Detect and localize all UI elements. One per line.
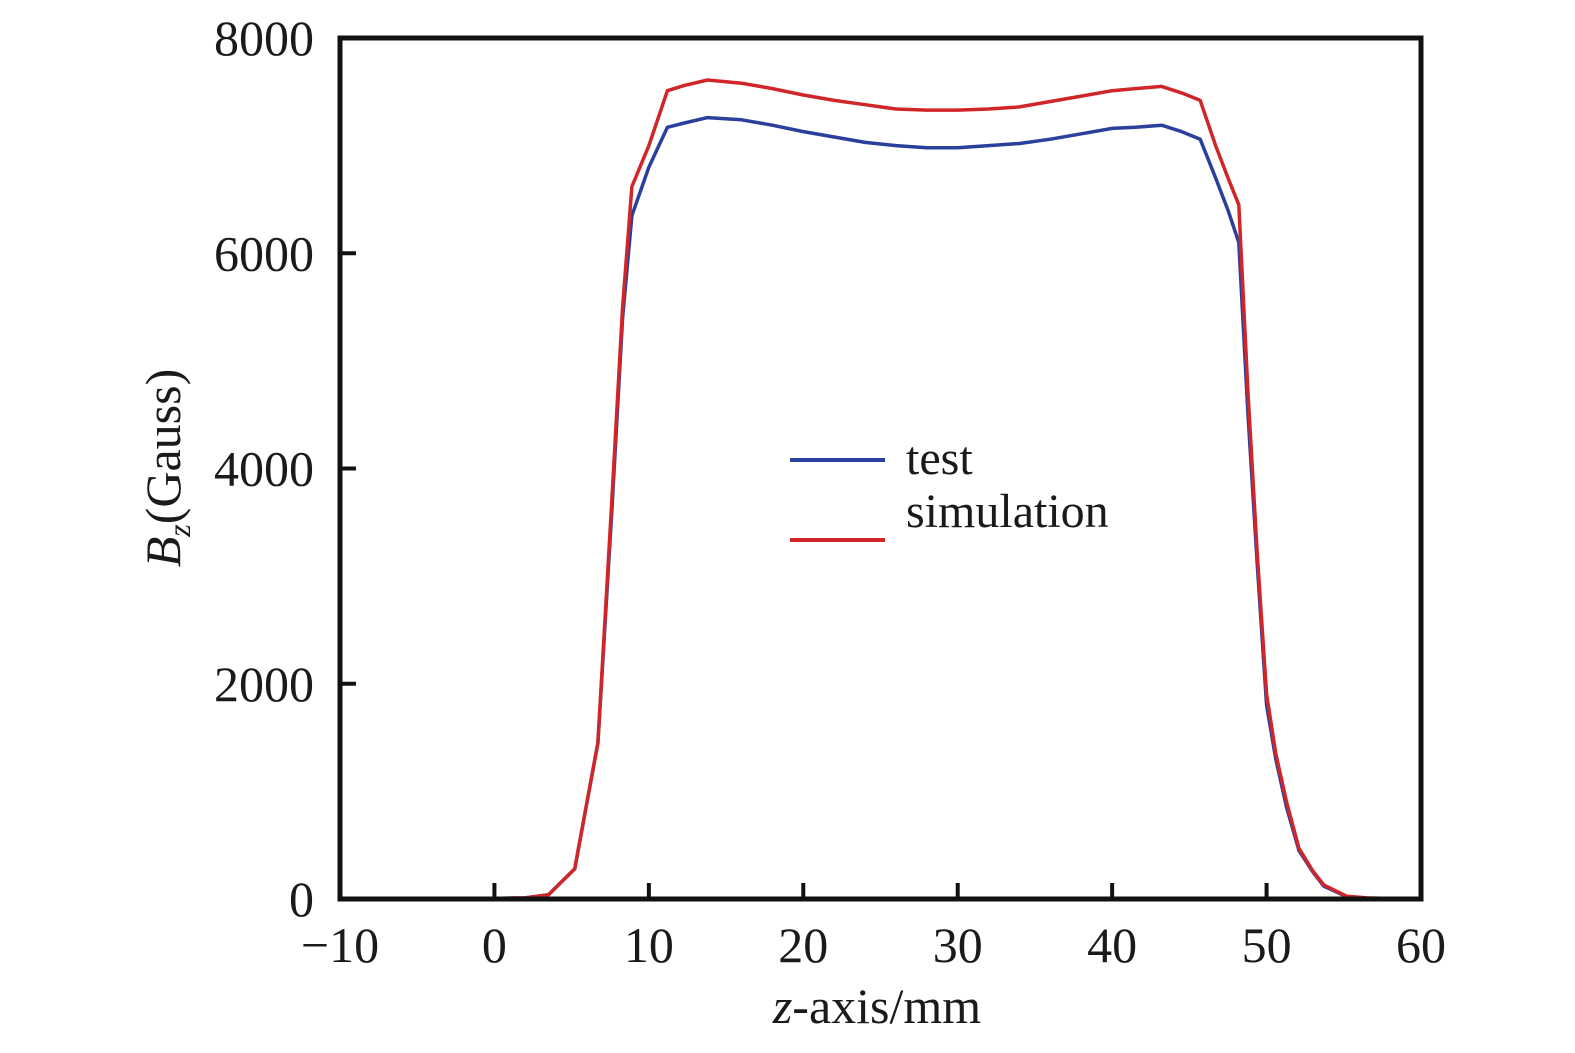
x-axis-label-text: -axis/mm	[792, 978, 981, 1034]
y-axis-label-subscript: z	[161, 524, 197, 538]
legend: test simulation	[790, 432, 1109, 542]
y-tick-label: 6000	[214, 225, 314, 281]
x-tick-label: 30	[933, 917, 983, 973]
y-tick-label: 0	[289, 871, 314, 927]
y-tick-label: 2000	[214, 656, 314, 712]
legend-label-simulation: simulation	[906, 485, 1109, 538]
y-axis-label-variable: B	[135, 537, 191, 568]
y-tick-label: 8000	[214, 10, 314, 66]
x-tick-label: 0	[482, 917, 507, 973]
series-line-simulation	[338, 78, 1423, 901]
x-axis-label: z-axis/mm	[772, 978, 981, 1034]
x-tick-label: 50	[1242, 917, 1292, 973]
plot-frame	[337, 35, 1424, 902]
series-layer	[338, 78, 1423, 901]
series-line-test	[338, 115, 1423, 901]
y-axis-label-text: (Gauss)	[135, 369, 191, 525]
y-axis-label: Bz(Gauss)	[135, 369, 197, 568]
x-tick-label: 60	[1396, 917, 1446, 973]
x-axis-label-variable: z	[772, 978, 792, 1034]
y-tick-label: 4000	[214, 441, 314, 497]
x-tick-label: 40	[1087, 917, 1137, 973]
x-tick-label: 10	[624, 917, 674, 973]
x-tick-label: 20	[778, 917, 828, 973]
legend-label-test: test	[906, 432, 973, 485]
x-tick-label: −10	[301, 917, 379, 973]
ticks-layer	[338, 36, 1423, 901]
